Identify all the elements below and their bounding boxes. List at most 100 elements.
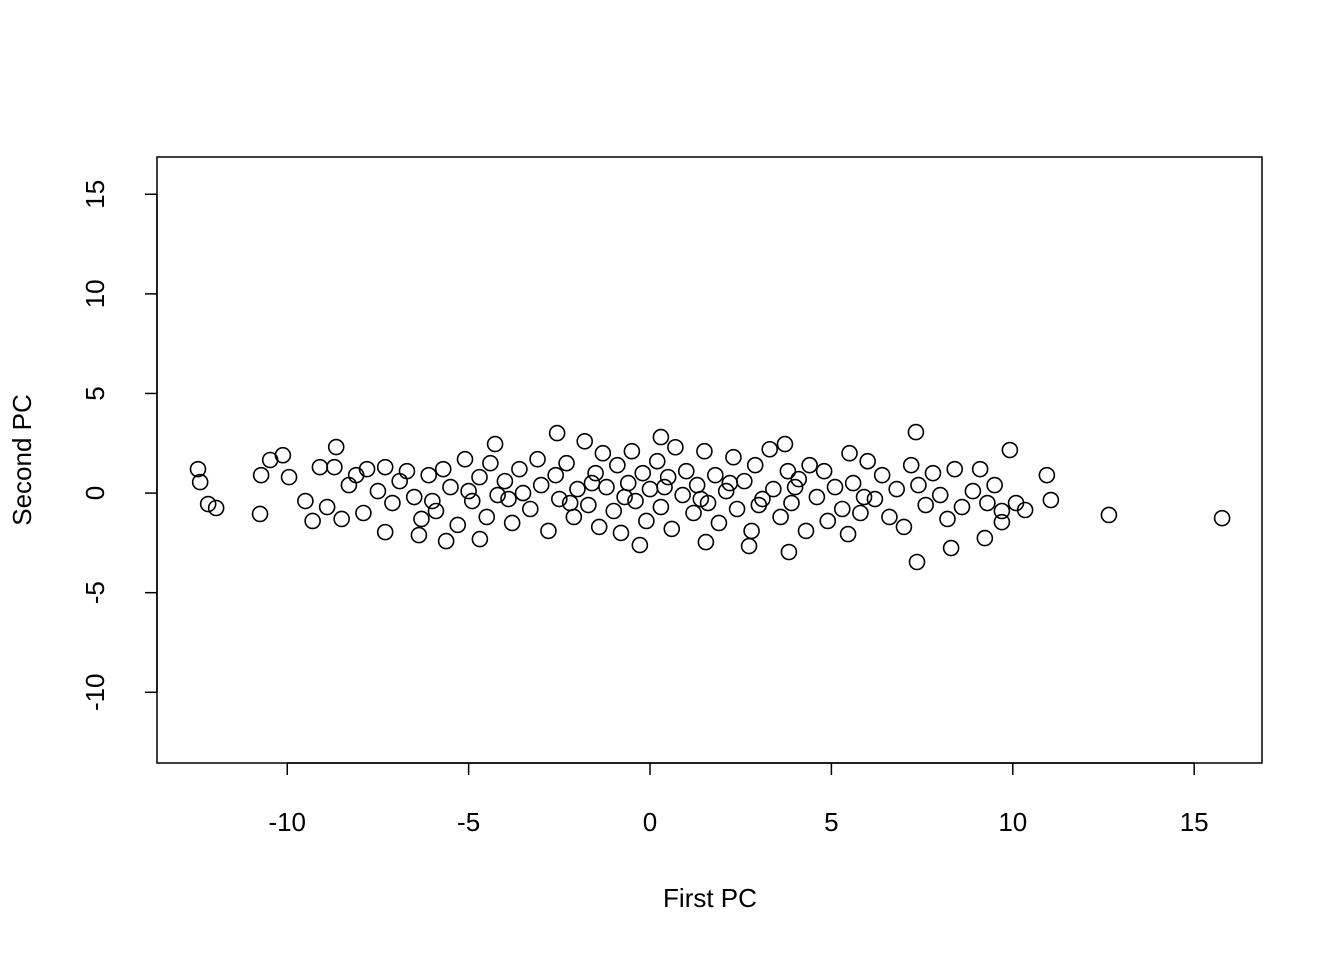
point bbox=[786, 478, 804, 496]
point bbox=[580, 496, 597, 514]
point bbox=[434, 460, 452, 478]
point bbox=[717, 482, 735, 500]
point bbox=[993, 502, 1011, 520]
point bbox=[953, 498, 971, 516]
point bbox=[376, 523, 394, 541]
point bbox=[841, 444, 858, 462]
point bbox=[569, 480, 586, 498]
point bbox=[1100, 506, 1118, 524]
x-tick-label: 15 bbox=[1180, 807, 1209, 837]
point bbox=[652, 498, 670, 516]
point bbox=[924, 464, 942, 482]
point bbox=[369, 482, 387, 500]
point bbox=[942, 539, 960, 557]
point bbox=[590, 518, 608, 536]
point bbox=[740, 537, 758, 555]
point bbox=[663, 520, 681, 538]
point bbox=[561, 494, 579, 512]
point bbox=[355, 504, 372, 522]
point bbox=[780, 543, 798, 561]
point bbox=[500, 490, 517, 508]
x-tick-label: -10 bbox=[268, 807, 306, 837]
point bbox=[638, 512, 655, 530]
point bbox=[634, 464, 652, 482]
point bbox=[839, 525, 857, 543]
point bbox=[790, 470, 808, 488]
point bbox=[866, 490, 884, 508]
point bbox=[424, 492, 441, 510]
point bbox=[623, 442, 641, 460]
point bbox=[619, 474, 637, 492]
point bbox=[743, 522, 760, 540]
point bbox=[888, 480, 905, 498]
point bbox=[783, 494, 800, 512]
point bbox=[641, 480, 659, 498]
point bbox=[826, 478, 844, 496]
point bbox=[688, 476, 706, 494]
point bbox=[449, 516, 467, 534]
point bbox=[333, 510, 350, 528]
point bbox=[558, 454, 575, 472]
point bbox=[946, 460, 964, 478]
point bbox=[548, 424, 566, 442]
point bbox=[707, 466, 724, 484]
point bbox=[532, 476, 550, 494]
point bbox=[427, 502, 445, 520]
point bbox=[833, 500, 851, 518]
y-tick-label: -10 bbox=[80, 673, 110, 711]
x-tick-label: 5 bbox=[824, 807, 838, 837]
point bbox=[1007, 494, 1025, 512]
x-tick-label: 0 bbox=[643, 807, 657, 837]
point bbox=[797, 522, 815, 540]
point bbox=[327, 438, 345, 456]
point bbox=[736, 472, 753, 490]
point bbox=[529, 450, 546, 468]
point bbox=[410, 526, 428, 544]
point bbox=[685, 504, 702, 522]
point bbox=[750, 496, 768, 514]
point bbox=[199, 495, 217, 513]
point bbox=[659, 468, 677, 486]
point bbox=[917, 496, 935, 514]
point bbox=[398, 462, 416, 480]
point bbox=[725, 448, 742, 466]
point bbox=[964, 482, 982, 500]
point bbox=[907, 423, 925, 441]
point bbox=[881, 508, 898, 526]
x-tick-label: 10 bbox=[998, 807, 1027, 837]
y-tick-label: 5 bbox=[80, 386, 110, 400]
point bbox=[460, 482, 477, 500]
point bbox=[583, 474, 601, 492]
point bbox=[587, 464, 604, 482]
point bbox=[405, 488, 423, 506]
point bbox=[598, 478, 615, 496]
point bbox=[1213, 509, 1231, 527]
point bbox=[652, 428, 670, 446]
point bbox=[931, 486, 949, 504]
point bbox=[456, 450, 474, 468]
point bbox=[384, 494, 401, 512]
point bbox=[609, 456, 626, 474]
point bbox=[616, 488, 633, 506]
point bbox=[855, 488, 873, 506]
point bbox=[189, 460, 207, 478]
point bbox=[765, 480, 782, 498]
point bbox=[304, 512, 321, 530]
point bbox=[612, 524, 630, 542]
point bbox=[674, 486, 691, 504]
point bbox=[692, 490, 710, 508]
point bbox=[442, 478, 459, 496]
point bbox=[252, 466, 270, 484]
point bbox=[696, 442, 713, 460]
y-tick-label: -5 bbox=[80, 581, 110, 604]
point bbox=[721, 474, 739, 492]
point bbox=[437, 532, 455, 550]
point bbox=[631, 536, 649, 554]
point bbox=[746, 456, 764, 474]
point bbox=[471, 468, 488, 486]
point bbox=[895, 518, 913, 536]
point bbox=[772, 508, 789, 526]
point bbox=[540, 522, 557, 540]
point bbox=[819, 512, 837, 530]
point bbox=[1042, 491, 1060, 509]
